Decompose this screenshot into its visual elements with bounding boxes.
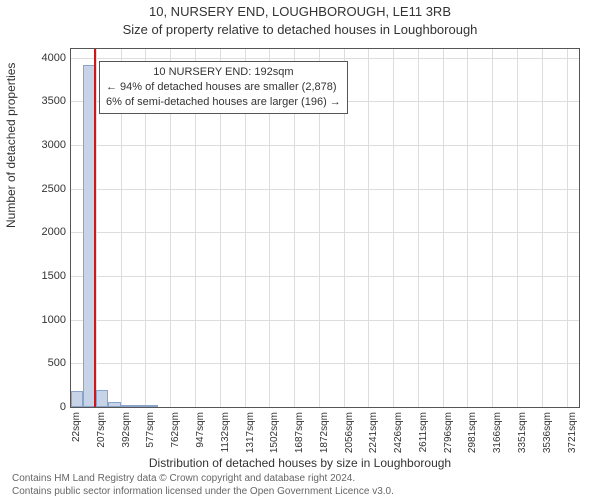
histogram-chart: 10, NURSERY END, LOUGHBOROUGH, LE11 3RB … xyxy=(0,0,600,500)
x-tick-label: 2796sqm xyxy=(443,412,454,472)
x-tick-label: 1687sqm xyxy=(294,412,305,472)
x-tick-label: 3536sqm xyxy=(542,412,553,472)
y-tick-label: 0 xyxy=(26,401,66,413)
gridline-vertical xyxy=(467,49,468,407)
plot-area: 10 NURSERY END: 192sqm ← 94% of detached… xyxy=(70,48,580,408)
y-tick-label: 1500 xyxy=(26,270,66,282)
x-tick-label: 3351sqm xyxy=(517,412,528,472)
histogram-bar xyxy=(71,391,83,407)
x-tick-label: 392sqm xyxy=(121,412,132,472)
x-tick-label: 1872sqm xyxy=(319,412,330,472)
gridline-vertical xyxy=(393,49,394,407)
gridline-vertical xyxy=(368,49,369,407)
gridline-horizontal xyxy=(71,145,579,146)
annotation-box: 10 NURSERY END: 192sqm ← 94% of detached… xyxy=(99,61,348,114)
y-tick-label: 3000 xyxy=(26,139,66,151)
gridline-horizontal xyxy=(71,276,579,277)
gridline-horizontal xyxy=(71,363,579,364)
x-tick-label: 762sqm xyxy=(170,412,181,472)
x-tick-label: 2426sqm xyxy=(393,412,404,472)
annotation-line-3: 6% of semi-detached houses are larger (1… xyxy=(106,95,341,110)
x-tick-label: 2056sqm xyxy=(344,412,355,472)
gridline-vertical xyxy=(418,49,419,407)
histogram-bar xyxy=(145,405,157,407)
chart-title-line1: 10, NURSERY END, LOUGHBOROUGH, LE11 3RB xyxy=(0,4,600,19)
y-axis-label: Number of detached properties xyxy=(4,63,18,228)
footer-line-2: Contains public sector information licen… xyxy=(12,486,394,499)
x-tick-label: 947sqm xyxy=(195,412,206,472)
gridline-vertical xyxy=(443,49,444,407)
y-tick-label: 4000 xyxy=(26,52,66,64)
chart-title-line2: Size of property relative to detached ho… xyxy=(0,22,600,37)
annotation-line-2: ← 94% of detached houses are smaller (2,… xyxy=(106,80,341,95)
x-tick-label: 1132sqm xyxy=(220,412,231,472)
gridline-horizontal xyxy=(71,58,579,59)
y-tick-label: 2500 xyxy=(26,183,66,195)
annotation-line-1: 10 NURSERY END: 192sqm xyxy=(106,65,341,80)
y-tick-label: 500 xyxy=(26,357,66,369)
y-tick-label: 1000 xyxy=(26,314,66,326)
x-tick-label: 1317sqm xyxy=(245,412,256,472)
gridline-horizontal xyxy=(71,232,579,233)
footer-line-1: Contains HM Land Registry data © Crown c… xyxy=(12,473,394,486)
x-tick-label: 207sqm xyxy=(96,412,107,472)
x-tick-label: 3721sqm xyxy=(567,412,578,472)
x-tick-label: 577sqm xyxy=(145,412,156,472)
gridline-vertical xyxy=(96,49,97,407)
x-tick-label: 2611sqm xyxy=(418,412,429,472)
gridline-vertical xyxy=(542,49,543,407)
x-tick-label: 22sqm xyxy=(71,412,82,472)
x-tick-label: 3166sqm xyxy=(492,412,503,472)
histogram-bar xyxy=(121,405,133,407)
histogram-bar xyxy=(133,405,145,407)
gridline-vertical xyxy=(492,49,493,407)
gridline-horizontal xyxy=(71,189,579,190)
x-tick-label: 2981sqm xyxy=(467,412,478,472)
x-tick-label: 1502sqm xyxy=(269,412,280,472)
y-tick-label: 3500 xyxy=(26,95,66,107)
gridline-vertical xyxy=(567,49,568,407)
histogram-bar xyxy=(108,402,120,407)
gridline-horizontal xyxy=(71,320,579,321)
histogram-bar xyxy=(96,390,108,407)
footer-attribution: Contains HM Land Registry data © Crown c… xyxy=(12,473,394,498)
subject-marker-line xyxy=(94,49,96,407)
y-tick-label: 2000 xyxy=(26,226,66,238)
gridline-vertical xyxy=(517,49,518,407)
x-tick-label: 2241sqm xyxy=(368,412,379,472)
